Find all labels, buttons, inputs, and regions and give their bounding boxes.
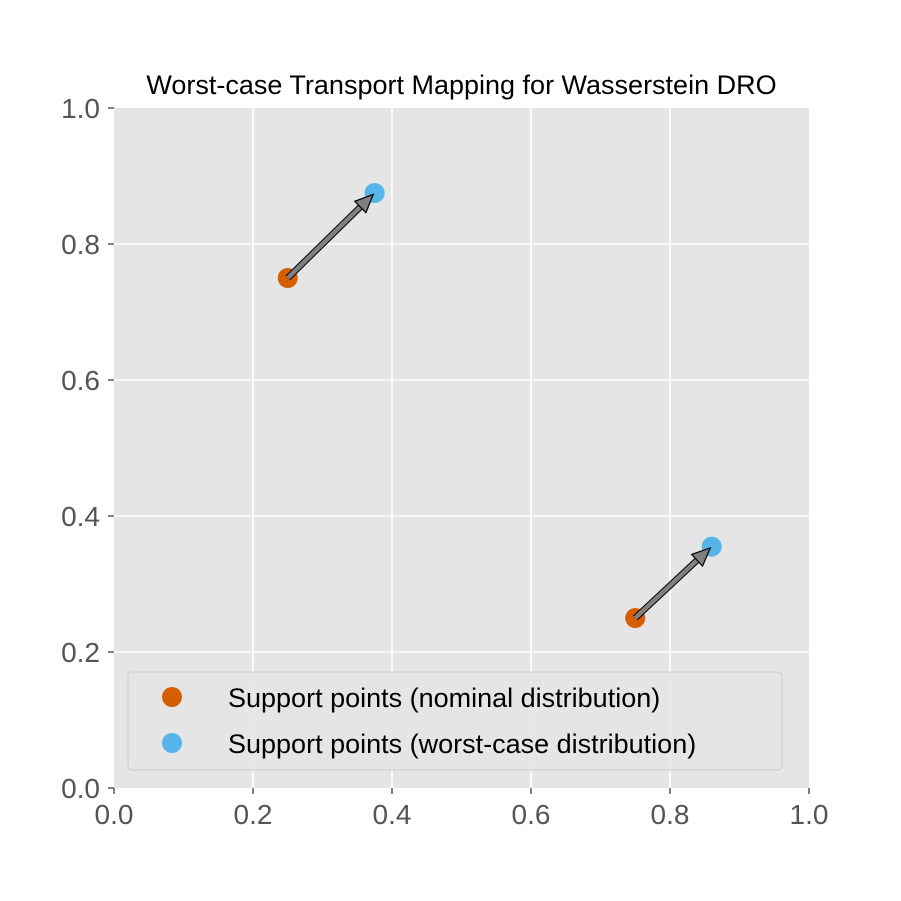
x-tick-label: 0.0 [95,799,134,830]
legend-marker [162,687,182,707]
y-tick-label: 0.4 [61,501,100,532]
arrow-head [690,546,712,568]
axes: 0.0 0.2 0.4 0.6 0.8 1.0 0.0 0.2 0.4 0.6 0.8 1.0 [61,93,828,830]
y-tick-label: 0.8 [61,229,100,260]
arrow-shaft [633,554,704,620]
transport-arrows [285,193,712,621]
x-tick-label: 0.8 [651,799,690,830]
y-tick-label: 0.0 [61,773,100,804]
chart-title: Worst-case Transport Mapping for Wassers… [146,70,776,100]
x-tick-label: 0.2 [234,799,273,830]
legend: Support points (nominal distribution) Sup… [127,671,783,771]
x-tick-label: 0.6 [512,799,551,830]
arrow-shaft [286,201,367,280]
x-tick-label: 0.4 [373,799,412,830]
arrow-head [353,193,375,214]
y-tick-label: 0.6 [61,365,100,396]
y-tick-label: 1.0 [61,93,100,124]
grid-lines [114,108,809,788]
legend-marker [162,733,182,753]
legend-label: Support points (nominal distribution) [228,683,660,713]
legend-label: Support points (worst-case distribution) [228,729,696,759]
y-tick-label: 0.2 [61,637,100,668]
x-tick-label: 1.0 [790,799,829,830]
legend-box [127,671,783,771]
